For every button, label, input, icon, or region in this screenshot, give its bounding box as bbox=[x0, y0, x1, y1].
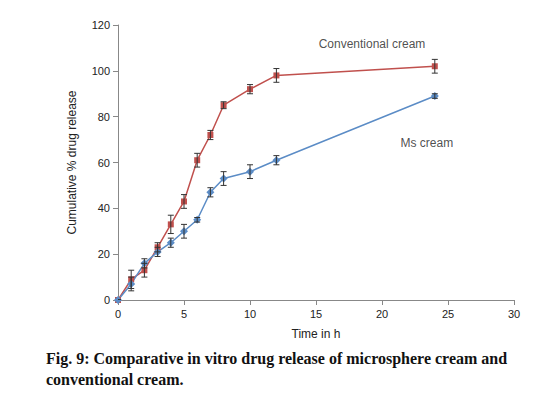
svg-text:20: 20 bbox=[376, 308, 388, 320]
svg-text:60: 60 bbox=[98, 157, 110, 169]
svg-text:5: 5 bbox=[181, 308, 187, 320]
svg-text:10: 10 bbox=[244, 308, 256, 320]
svg-text:80: 80 bbox=[98, 111, 110, 123]
svg-text:100: 100 bbox=[92, 65, 110, 77]
html-text:Fig. 9: Comparative in vitro d: Fig. 9: Comparative in vitro drug releas… bbox=[46, 350, 508, 388]
svg-text:Ms cream: Ms cream bbox=[400, 136, 453, 150]
svg-text:Time in h: Time in h bbox=[292, 327, 341, 341]
svg-text:0: 0 bbox=[104, 294, 110, 306]
svg-text:0: 0 bbox=[115, 308, 121, 320]
svg-text:30: 30 bbox=[508, 308, 520, 320]
svg-text:40: 40 bbox=[98, 202, 110, 214]
svg-text:20: 20 bbox=[98, 248, 110, 260]
svg-text:Conventional cream: Conventional cream bbox=[319, 37, 426, 51]
svg-text:15: 15 bbox=[310, 308, 322, 320]
svg-text:Cumulative % drug release: Cumulative % drug release bbox=[65, 90, 79, 234]
svg-text:25: 25 bbox=[442, 308, 454, 320]
svg-text:120: 120 bbox=[92, 19, 110, 31]
